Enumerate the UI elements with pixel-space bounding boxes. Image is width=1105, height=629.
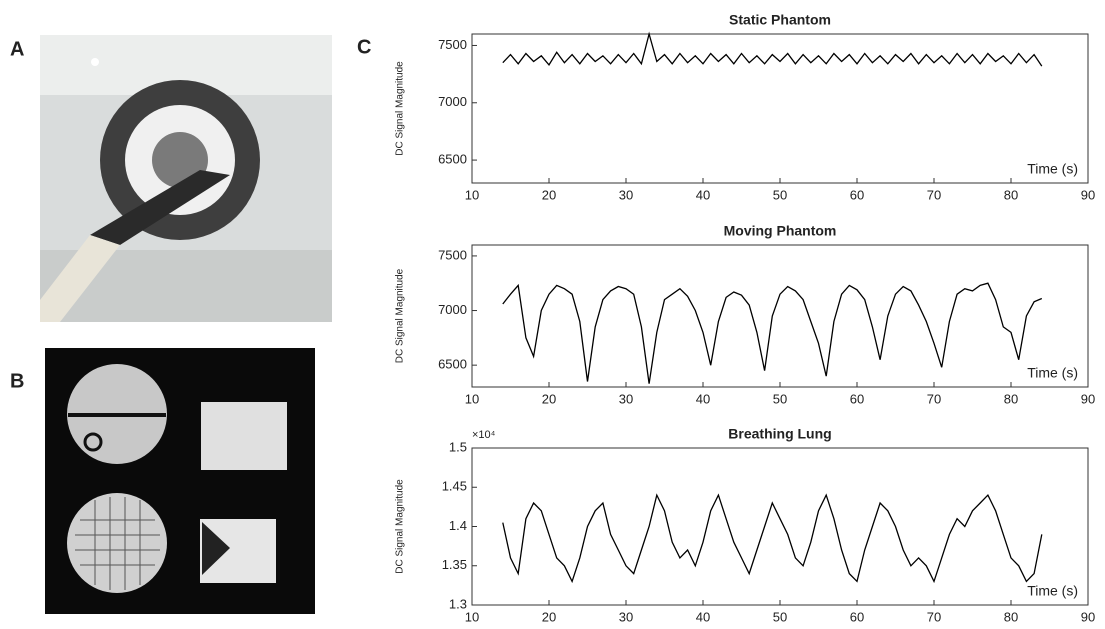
- scanner-photo: [40, 35, 332, 322]
- panel-label: A: [10, 38, 24, 60]
- series-line: [502, 282, 1043, 384]
- x-tick-label: 30: [619, 187, 633, 202]
- x-tick-label: 80: [1004, 609, 1018, 624]
- panel-label: B: [10, 370, 24, 392]
- panel-label: C: [357, 36, 371, 58]
- x-tick-label: 60: [850, 391, 864, 406]
- chart-title: Moving Phantom: [724, 223, 837, 239]
- x-tick-label: 30: [619, 391, 633, 406]
- annotation: Time (s): [1027, 583, 1078, 599]
- x-tick-label: 70: [927, 609, 941, 624]
- x-tick-label: 80: [1004, 391, 1018, 406]
- x-tick-label: 90: [1081, 391, 1095, 406]
- x-tick-label: 30: [619, 609, 633, 624]
- x-tick-label: 70: [927, 187, 941, 202]
- chart-title: Breathing Lung: [728, 426, 831, 442]
- y-axis-label: DC Signal Magnitude: [395, 268, 406, 363]
- plot-frame: [471, 33, 1089, 184]
- y-tick-label: 1.4: [449, 518, 467, 533]
- y-tick-label: 1.3: [449, 596, 467, 611]
- x-tick-label: 90: [1081, 187, 1095, 202]
- x-tick-label: 20: [542, 391, 556, 406]
- annotation: Time (s): [1027, 365, 1078, 381]
- y-tick-label: 7500: [438, 247, 467, 262]
- x-tick-label: 80: [1004, 187, 1018, 202]
- y-tick-label: 7000: [438, 302, 467, 317]
- y-tick-label: 7000: [438, 94, 467, 109]
- y-axis-label: DC Signal Magnitude: [395, 61, 406, 156]
- x-tick-label: 20: [542, 609, 556, 624]
- mri-images: [45, 348, 315, 614]
- x-tick-label: 10: [465, 391, 479, 406]
- annotation: Time (s): [1027, 161, 1078, 177]
- y-tick-label: 7500: [438, 37, 467, 52]
- y-tick-label: 6500: [438, 152, 467, 167]
- x-tick-label: 40: [696, 391, 710, 406]
- x-tick-label: 60: [850, 609, 864, 624]
- chart-title: Static Phantom: [729, 12, 831, 28]
- x-tick-label: 70: [927, 391, 941, 406]
- x-tick-label: 40: [696, 187, 710, 202]
- y-tick-label: 6500: [438, 357, 467, 372]
- x-tick-label: 10: [465, 187, 479, 202]
- y-tick-label: 1.45: [442, 479, 467, 494]
- x-tick-label: 50: [773, 391, 787, 406]
- y-exponent: ×10⁴: [472, 429, 496, 441]
- y-tick-label: 1.35: [442, 557, 467, 572]
- x-tick-label: 50: [773, 187, 787, 202]
- x-tick-label: 10: [465, 609, 479, 624]
- y-tick-label: 1.5: [449, 439, 467, 454]
- x-tick-label: 40: [696, 609, 710, 624]
- x-tick-label: 20: [542, 187, 556, 202]
- plot-frame: [471, 447, 1089, 606]
- series-line: [502, 31, 1043, 67]
- x-tick-label: 60: [850, 187, 864, 202]
- y-axis-label: DC Signal Magnitude: [395, 479, 406, 574]
- series-line: [502, 493, 1043, 584]
- plot-frame: [471, 244, 1089, 388]
- x-tick-label: 90: [1081, 609, 1095, 624]
- x-tick-label: 50: [773, 609, 787, 624]
